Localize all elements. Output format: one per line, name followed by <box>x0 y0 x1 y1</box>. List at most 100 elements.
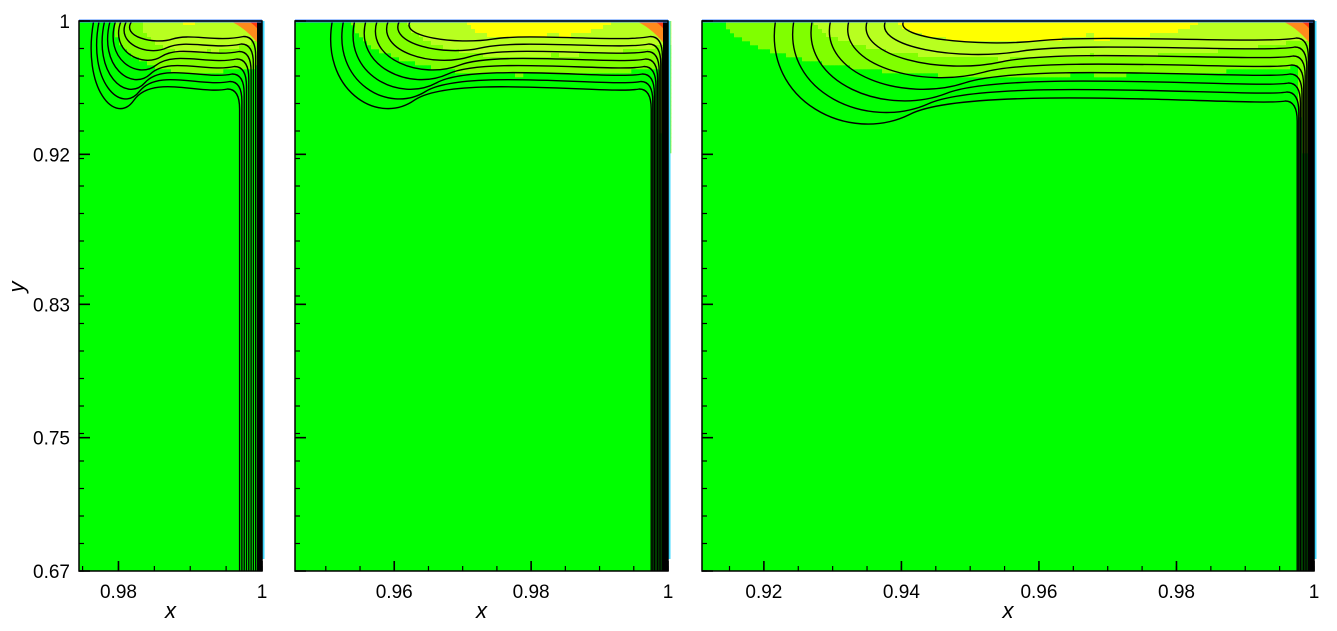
contour-cell <box>159 25 164 30</box>
contour-cell <box>966 69 971 74</box>
contour-cell <box>155 65 160 70</box>
contour-cell <box>1190 61 1195 66</box>
contour-cell <box>1214 33 1219 38</box>
contour-cell <box>387 25 392 30</box>
contour-cell <box>1054 73 1059 78</box>
contour-cell <box>471 57 476 62</box>
contour-cell <box>595 41 600 46</box>
contour-cell <box>830 21 835 26</box>
contour-cell <box>1122 25 1127 30</box>
contour-cell <box>439 57 444 62</box>
contour-cell <box>447 61 452 66</box>
contour-cell <box>1202 41 1207 46</box>
contour-cell <box>1298 53 1303 58</box>
contour-cell <box>1094 69 1099 74</box>
contour-cell <box>575 41 580 46</box>
contour-cell <box>1070 69 1075 74</box>
contour-cell <box>391 21 396 26</box>
contour-cell <box>119 21 124 26</box>
contour-cell <box>519 65 524 70</box>
contour-cell <box>994 69 999 74</box>
contour-cell <box>1250 33 1255 38</box>
contour-cell <box>1258 45 1263 50</box>
contour-cell <box>379 41 384 46</box>
contour-cell <box>195 53 200 58</box>
contour-cell <box>894 29 899 34</box>
contour-cell <box>1102 29 1107 34</box>
contour-cell <box>595 53 600 58</box>
contour-cell <box>1210 21 1215 26</box>
contour-cell <box>227 49 232 54</box>
contour-cell <box>854 21 859 26</box>
contour-cell <box>726 21 731 26</box>
contour-cell <box>191 25 196 30</box>
contour-cell <box>1170 57 1175 62</box>
contour-cell <box>1174 69 1179 74</box>
contour-cell <box>918 69 923 74</box>
contour-cell <box>203 21 208 26</box>
contour-cell <box>1130 65 1135 70</box>
contour-cell <box>231 37 236 42</box>
contour-cell <box>1142 41 1147 46</box>
contour-cell <box>491 61 496 66</box>
contour-cell <box>1254 33 1259 38</box>
contour-cell <box>930 61 935 66</box>
contour-cell <box>563 53 568 58</box>
contour-cell <box>770 25 775 30</box>
contour-cell <box>1162 49 1167 54</box>
contour-cell <box>499 25 504 30</box>
contour-cell <box>579 37 584 42</box>
contour-cell <box>551 69 556 74</box>
contour-cell <box>115 25 120 30</box>
contour-cell <box>1002 21 1007 26</box>
contour-cell <box>1194 57 1199 62</box>
contour-cell <box>431 33 436 38</box>
contour-cell <box>1178 53 1183 58</box>
contour-cell <box>379 29 384 34</box>
contour-cell <box>1238 37 1243 42</box>
contour-cell <box>914 65 919 70</box>
contour-cell <box>623 33 628 38</box>
contour-cell <box>922 65 927 70</box>
contour-cell <box>910 61 915 66</box>
contour-cell <box>1166 65 1171 70</box>
contour-cell <box>479 69 484 74</box>
contour-cell <box>866 65 871 70</box>
contour-cell <box>1002 29 1007 34</box>
contour-cell <box>1154 29 1159 34</box>
contour-cell <box>419 25 424 30</box>
contour-cell <box>131 25 136 30</box>
contour-cell <box>423 33 428 38</box>
contour-cell <box>223 25 228 30</box>
contour-cell <box>595 25 600 30</box>
contour-cell <box>786 37 791 42</box>
contour-cell <box>1186 65 1191 70</box>
contour-cell <box>1178 57 1183 62</box>
contour-cell <box>1146 49 1151 54</box>
contour-cell <box>774 41 779 46</box>
contour-cell <box>970 37 975 42</box>
contour-cell <box>1246 57 1251 62</box>
contour-cell <box>571 53 576 58</box>
contour-cell <box>970 29 975 34</box>
contour-cell <box>147 41 152 46</box>
contour-cell <box>802 41 807 46</box>
contour-cell <box>227 21 232 26</box>
contour-cell <box>523 65 528 70</box>
contour-cell <box>555 45 560 50</box>
contour-cell <box>1226 45 1231 50</box>
contour-cell <box>1186 57 1191 62</box>
contour-cell <box>1066 73 1071 78</box>
contour-cell <box>619 41 624 46</box>
contour-cell <box>1190 65 1195 70</box>
contour-cell <box>407 53 412 58</box>
contour-cell <box>1138 33 1143 38</box>
contour-cell <box>1186 53 1191 58</box>
contour-cell <box>507 41 512 46</box>
contour-cell <box>994 45 999 50</box>
contour-cell <box>850 57 855 62</box>
contour-cell <box>407 45 412 50</box>
contour-cell <box>958 65 963 70</box>
contour-cell <box>1302 73 1307 78</box>
contour-cell <box>1086 57 1091 62</box>
